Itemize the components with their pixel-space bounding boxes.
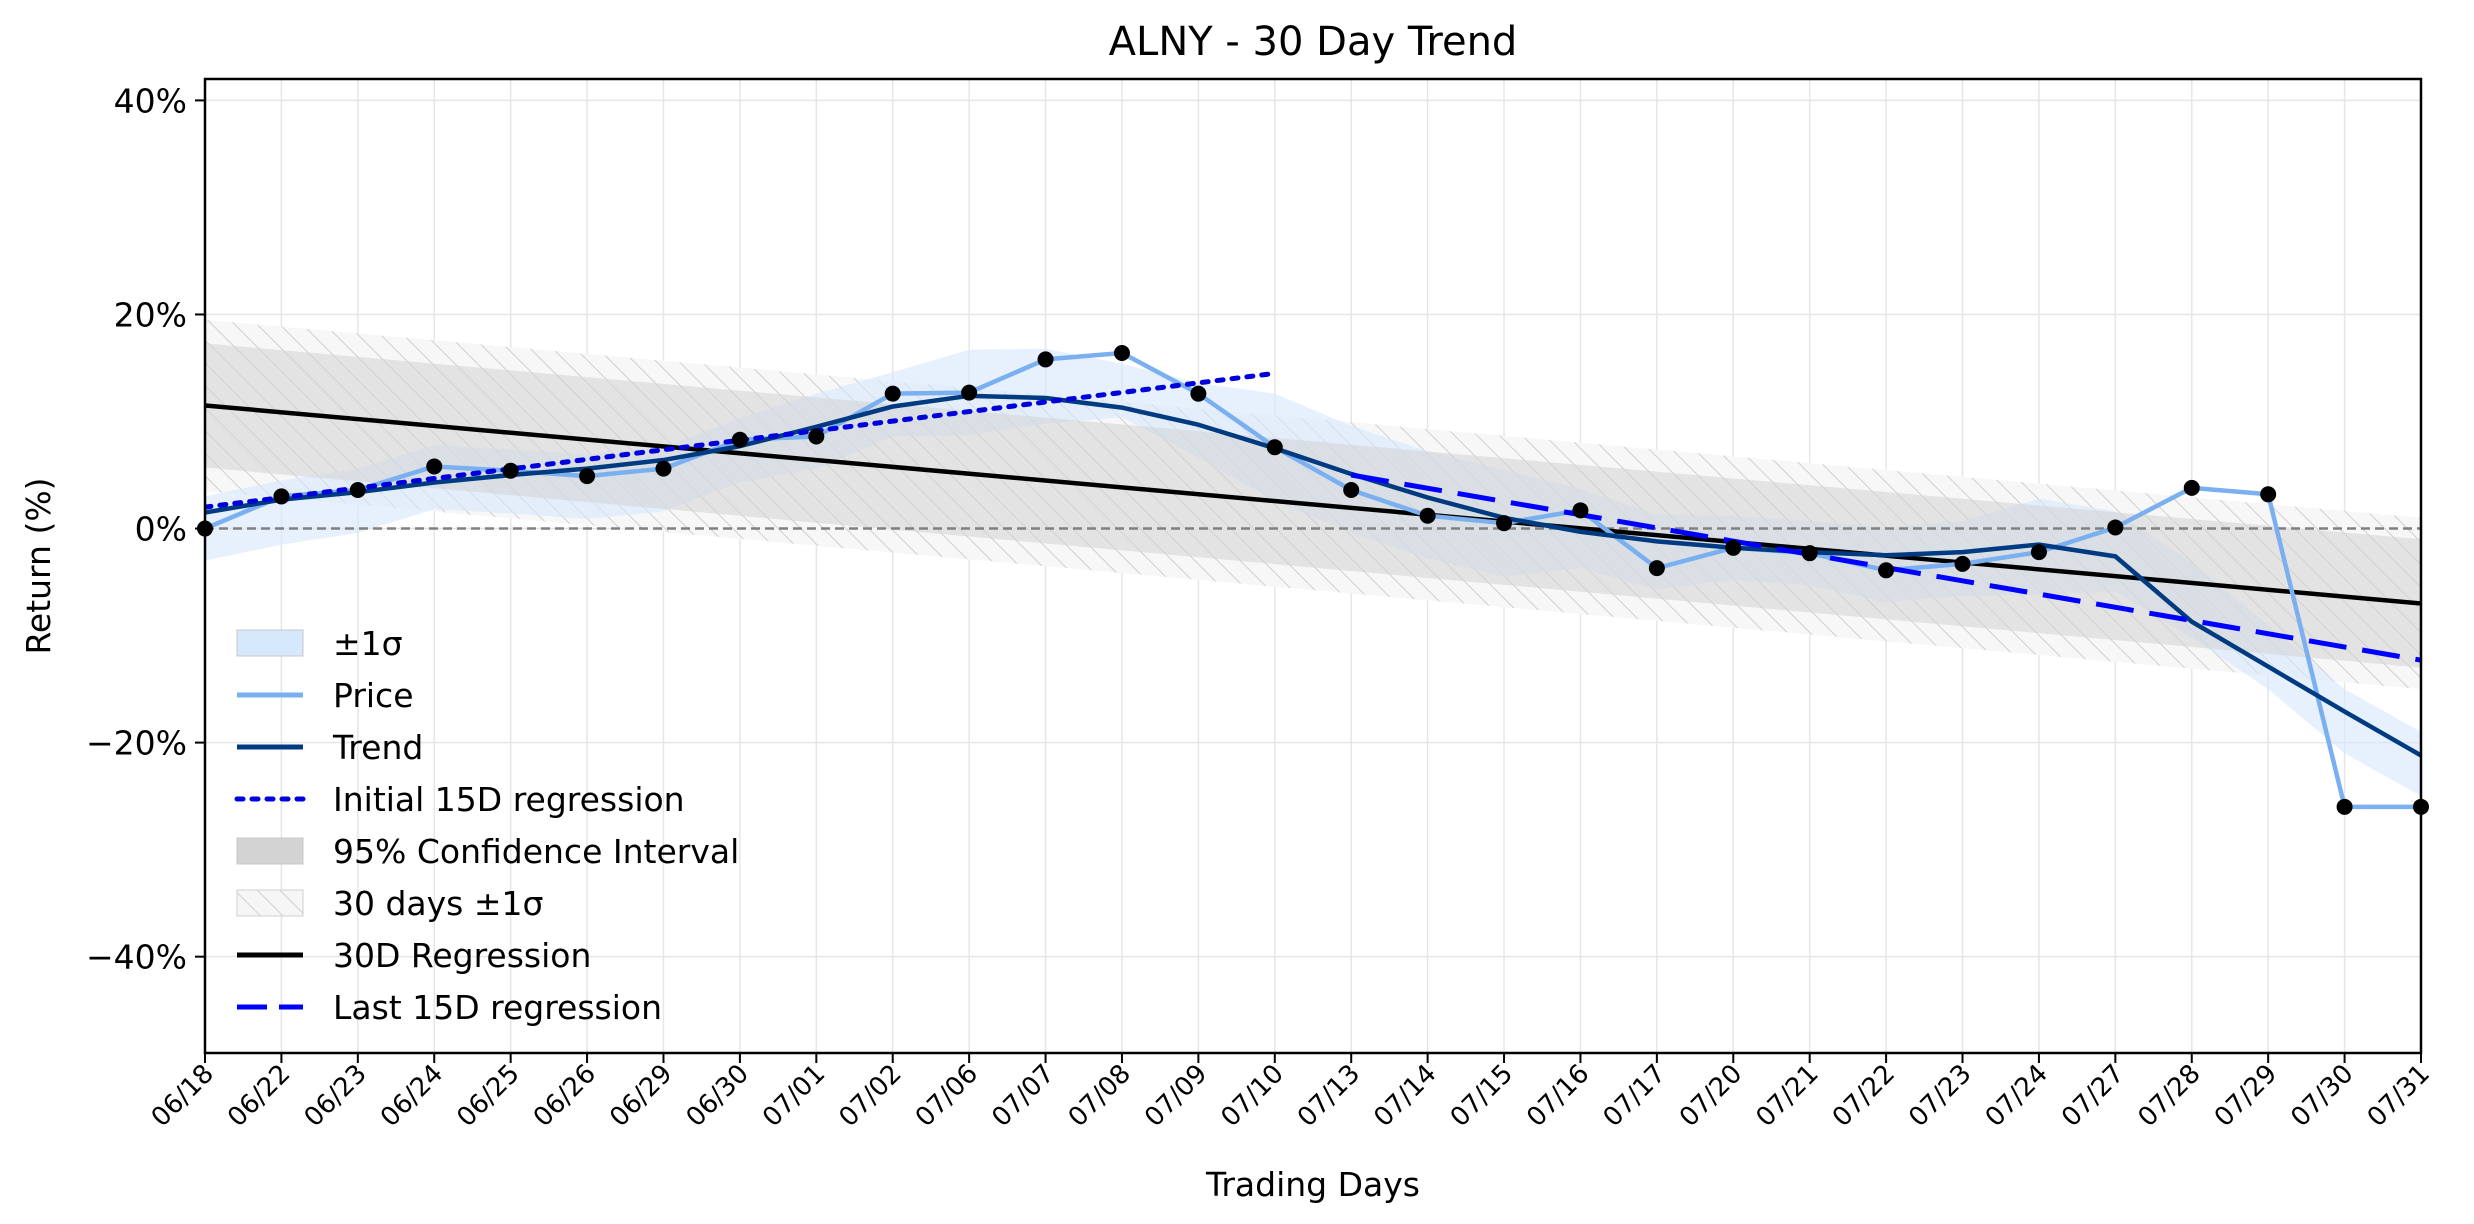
price-point <box>1037 351 1054 368</box>
x-axis-label: Trading Days <box>1205 1165 1420 1204</box>
price-point <box>579 468 596 485</box>
legend-label: Price <box>333 676 414 715</box>
chart-title: ALNY - 30 Day Trend <box>1109 19 1518 65</box>
y-tick-label: 20% <box>114 295 187 334</box>
series-30d-regression <box>205 403 2421 606</box>
legend-label: Last 15D regression <box>333 988 662 1027</box>
plot-frame <box>203 77 2423 1055</box>
legend: ±1σ Price Trend Initial 15D regression 95% C… <box>234 624 739 1027</box>
price-point <box>1343 482 1360 499</box>
legend-swatch-hatch <box>237 890 303 916</box>
price-point <box>2260 486 2277 503</box>
price-point <box>1572 502 1589 519</box>
price-point <box>1496 515 1513 532</box>
price-point <box>426 458 443 475</box>
series-trend <box>205 393 2421 758</box>
price-point <box>1266 439 1283 456</box>
price-point <box>273 488 290 505</box>
price-point <box>1954 555 1971 572</box>
price-point <box>961 384 978 401</box>
price-point <box>655 460 672 477</box>
price-point <box>1419 507 1436 524</box>
price-point <box>349 482 366 499</box>
y-axis: −40% −20% 0% 20% 40% <box>86 81 205 977</box>
price-point <box>502 462 519 479</box>
price-point <box>1725 539 1742 556</box>
price-point <box>731 431 748 448</box>
y-tick-label: 0% <box>135 510 187 549</box>
legend-swatch <box>236 837 304 865</box>
price-point <box>1801 545 1818 562</box>
y-tick-label: −40% <box>86 938 187 977</box>
legend-swatch <box>236 629 304 657</box>
y-tick-label: 40% <box>114 81 187 120</box>
price-point <box>2183 479 2200 496</box>
legend-label: ±1σ <box>333 624 403 663</box>
y-axis-label: Return (%) <box>19 477 58 654</box>
price-point <box>1113 345 1130 362</box>
legend-label: 95% Confidence Interval <box>333 832 739 871</box>
price-point <box>1190 385 1207 402</box>
y-tick-label: −20% <box>86 724 187 763</box>
price-point <box>2336 798 2353 815</box>
legend-label: Trend <box>332 728 423 767</box>
price-point <box>1878 562 1895 579</box>
price-point <box>884 385 901 402</box>
price-point <box>1648 560 1665 577</box>
legend-label: 30D Regression <box>333 936 591 975</box>
price-point <box>808 428 825 445</box>
legend-label: 30 days ±1σ <box>333 884 543 923</box>
price-point <box>2030 544 2047 561</box>
legend-label: Initial 15D regression <box>333 780 685 819</box>
price-point <box>2107 519 2124 536</box>
